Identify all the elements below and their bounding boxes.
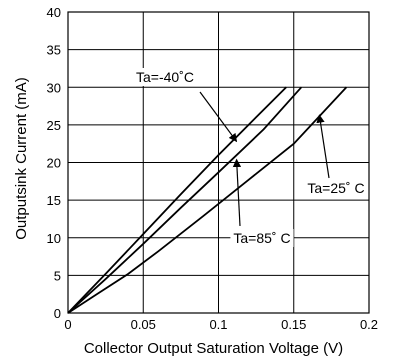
series-line-25c [67, 86, 348, 314]
x-axis-title: Collector Output Saturation Voltage (V) [84, 340, 343, 357]
y-tick-label: 0 [54, 306, 61, 321]
annotation-85c-label: Ta=85˚ C [233, 230, 290, 246]
y-tick-label: 35 [47, 43, 61, 58]
annotation-25c-arrow [316, 114, 330, 179]
y-tick-label: 20 [47, 156, 61, 171]
annotation-minus40c-arrow [199, 91, 238, 143]
y-tick-label: 25 [47, 118, 61, 133]
x-tick-label: 0.1 [209, 317, 227, 332]
annotation-minus40c-label: Ta=-40˚C [136, 69, 194, 85]
y-tick-label: 5 [54, 268, 61, 283]
y-axis-title: Outputsink Current (mA) [13, 77, 30, 240]
y-tick-label: 40 [47, 5, 61, 20]
plot-frame [67, 11, 370, 314]
x-tick-label: 0.2 [360, 317, 378, 332]
y-tick-label: 15 [47, 193, 61, 208]
annotation-25c-bg [304, 179, 368, 197]
y-tick-labels: 0 5 10 15 20 25 30 35 40 [47, 5, 61, 321]
annotations: Ta=-40˚C Ta=25˚ C Ta=85˚ C [133, 68, 368, 247]
annotation-minus40c-bg [133, 68, 197, 86]
annotation-85c-bg [230, 229, 294, 247]
x-tick-label: 0.05 [131, 317, 156, 332]
x-tick-labels: 0 0.05 0.1 0.15 0.2 [64, 317, 378, 332]
series-lines [67, 86, 348, 314]
y-tick-label: 10 [47, 231, 61, 246]
series-line-minus40c [67, 86, 287, 314]
x-tick-label: 0.15 [281, 317, 306, 332]
x-tick-label: 0 [64, 317, 71, 332]
y-tick-label: 30 [47, 80, 61, 95]
grid [67, 11, 370, 314]
annotation-25c-label: Ta=25˚ C [307, 180, 364, 196]
series-line-85c [67, 86, 302, 314]
annotation-85c-arrow [232, 158, 242, 227]
